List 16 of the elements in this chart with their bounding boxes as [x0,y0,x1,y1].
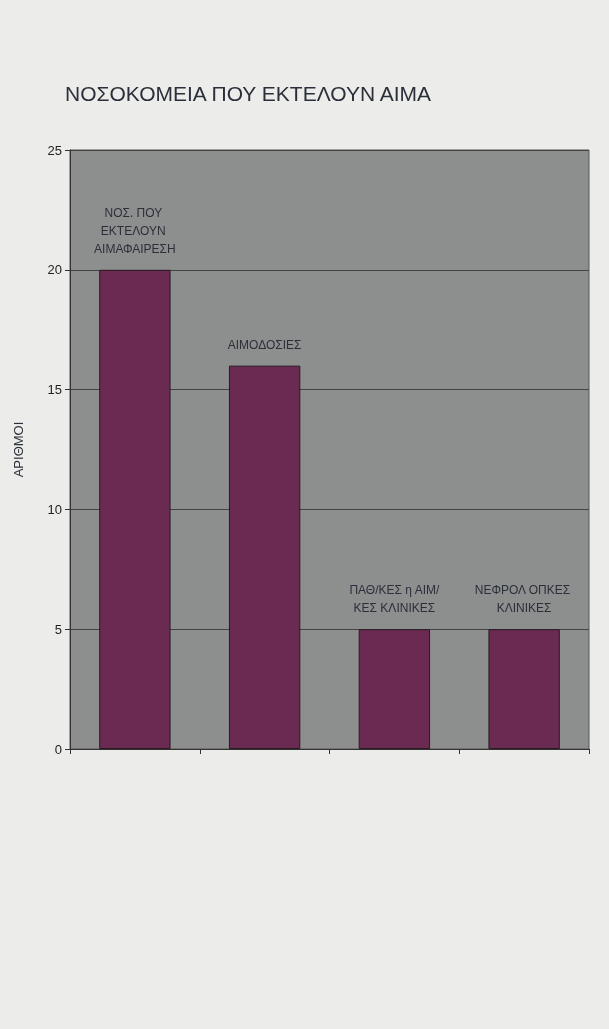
y-tick-label: 20 [47,262,62,278]
bar [99,269,171,749]
y-tick-label: 10 [47,501,62,517]
y-axis-title: ΑΡΙΘΜΟΙ [11,421,26,478]
bar [488,629,560,749]
y-tick-label: 25 [47,142,62,158]
bar [358,629,431,749]
bar [228,365,301,749]
x-tick-label: ΝΕΦΡΟΛ ΟΠΚΕΣ ΚΛΙΝΙΚΕΣ [474,583,574,616]
x-tick-label: ΠΑΘ/ΚΕΣ η ΑΙΜ/ΚΕΣ ΚΛΙΝΙΚΕΣ [349,583,440,616]
x-tick-label: ΝΟΣ. ΠΟΥ ΕΚΤΕΛΟΥΝ ΑΙΜΑΦΑΙΡΕΣΗ [94,205,176,256]
chart-title: ΝΟΣΟΚΟΜΕΙΑ ΠΟΥ ΕΚΤΕΛΟΥΝ ΑΙΜΑ [65,82,432,105]
y-tick-label: 0 [54,741,62,757]
y-tick-label: 5 [54,621,62,637]
y-tick-label: 15 [47,382,62,398]
x-tick-label: ΑΙΜΟΔΟΣΙΕΣ [227,337,302,352]
